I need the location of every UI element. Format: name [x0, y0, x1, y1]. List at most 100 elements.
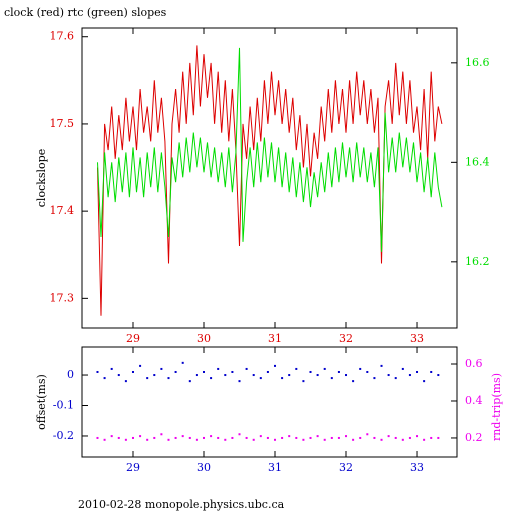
data-point [96, 370, 99, 373]
data-point [245, 436, 248, 439]
data-point [181, 361, 184, 364]
data-point [302, 438, 305, 441]
data-point [416, 435, 419, 438]
x-tick-label: 33 [410, 332, 424, 345]
data-point [139, 364, 142, 367]
data-point [316, 435, 319, 438]
y2-tick-label: 16.4 [465, 155, 490, 168]
data-point [131, 370, 134, 373]
data-point [160, 433, 163, 436]
data-point [252, 438, 255, 441]
data-point [96, 436, 99, 439]
data-point [281, 377, 284, 380]
data-point [259, 377, 262, 380]
data-point [309, 436, 312, 439]
x-tick-label: 30 [197, 461, 211, 474]
footer: 2010-02-28 monopole.physics.ubc.ca [78, 498, 285, 511]
data-point [359, 367, 362, 370]
data-point [373, 436, 376, 439]
plot-frame [81, 346, 458, 458]
y-axis-label: clockslope [35, 149, 48, 207]
data-point [430, 370, 433, 373]
y-tick-label: 0 [67, 368, 74, 381]
plot-frame [81, 27, 458, 329]
x-tick-label: 30 [197, 332, 211, 345]
data-point [366, 433, 369, 436]
data-line [97, 45, 443, 316]
data-point [224, 374, 227, 377]
data-point [238, 380, 241, 383]
data-point [323, 438, 326, 441]
y2-axis-label: rnd-trip(ms) [490, 373, 503, 441]
data-point [231, 370, 234, 373]
data-point [288, 435, 291, 438]
data-point [295, 436, 298, 439]
data-point [394, 377, 397, 380]
x-tick-label: 29 [126, 332, 140, 345]
data-point [217, 436, 220, 439]
data-point [188, 436, 191, 439]
data-point [210, 435, 213, 438]
data-point [423, 438, 426, 441]
data-point [401, 438, 404, 441]
y2-tick-label: 16.2 [465, 255, 490, 268]
data-point [401, 367, 404, 370]
chart-title: clock (red) rtc (green) slopes [4, 6, 167, 19]
data-point [117, 436, 120, 439]
y-axis-label: offset(ms) [35, 374, 48, 430]
data-point [274, 364, 277, 367]
y-tick-label: 17.4 [50, 204, 75, 217]
data-point [259, 435, 262, 438]
data-point [146, 377, 149, 380]
data-point [408, 436, 411, 439]
data-point [387, 374, 390, 377]
data-point [188, 380, 191, 383]
x-tick-label: 31 [268, 461, 282, 474]
y-tick-label: 17.6 [50, 30, 75, 43]
data-point [103, 438, 106, 441]
data-point [266, 370, 269, 373]
data-point [316, 374, 319, 377]
y2-tick-label: 0.2 [465, 431, 483, 444]
data-point [345, 435, 348, 438]
data-point [210, 377, 213, 380]
data-point [160, 367, 163, 370]
y-tick-label: -0.1 [53, 399, 74, 412]
data-point [387, 435, 390, 438]
data-point [323, 367, 326, 370]
data-point [373, 377, 376, 380]
data-point [110, 367, 113, 370]
data-point [153, 436, 156, 439]
data-point [231, 436, 234, 439]
data-point [423, 380, 426, 383]
y2-tick-label: 16.6 [465, 56, 490, 69]
x-tick-label: 32 [339, 332, 353, 345]
y-tick-label: 17.3 [50, 291, 75, 304]
data-point [117, 374, 120, 377]
data-point [274, 438, 277, 441]
data-point [302, 380, 305, 383]
data-point [430, 436, 433, 439]
y-tick-label: 17.5 [50, 117, 75, 130]
data-point [352, 380, 355, 383]
data-point [408, 374, 411, 377]
data-point [359, 436, 362, 439]
data-point [352, 438, 355, 441]
data-point [238, 433, 241, 436]
data-point [146, 438, 149, 441]
data-point [288, 374, 291, 377]
data-point [195, 438, 198, 441]
data-point [252, 374, 255, 377]
y2-tick-label: 0.4 [465, 394, 483, 407]
data-point [139, 435, 142, 438]
data-point [174, 436, 177, 439]
data-point [295, 367, 298, 370]
data-line [97, 47, 443, 252]
data-point [167, 438, 170, 441]
x-tick-label: 29 [126, 461, 140, 474]
x-tick-label: 32 [339, 461, 353, 474]
y-tick-label: -0.2 [53, 429, 74, 442]
data-point [366, 370, 369, 373]
data-point [124, 380, 127, 383]
data-point [131, 436, 134, 439]
